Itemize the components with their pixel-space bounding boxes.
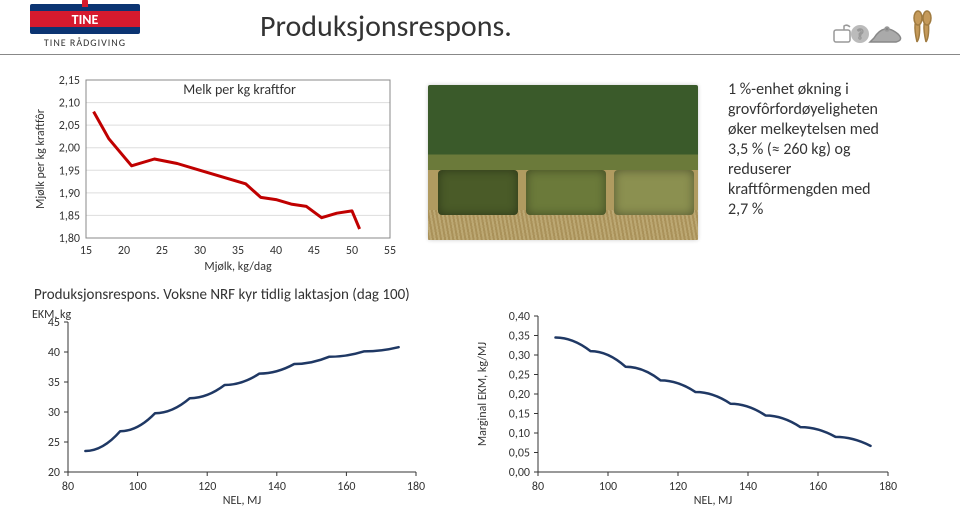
hay-bales-image — [428, 85, 698, 240]
svg-text:45: 45 — [48, 316, 60, 330]
svg-text:55: 55 — [384, 244, 396, 258]
svg-text:80: 80 — [62, 480, 74, 494]
info-line: grovfôrfordøyeligheten — [728, 100, 938, 120]
svg-text:0,10: 0,10 — [509, 427, 530, 441]
svg-text:0,05: 0,05 — [509, 447, 530, 461]
svg-text:140: 140 — [739, 480, 757, 494]
info-line: reduserer — [728, 160, 938, 180]
info-line: øker melkeytelsen med — [728, 120, 938, 140]
svg-text:0,30: 0,30 — [509, 349, 530, 363]
info-callout: 1 %-enhet økning i grovfôrfordøyelighete… — [728, 80, 938, 220]
svg-text:Marginal EKM, kg/MJ: Marginal EKM, kg/MJ — [476, 342, 490, 446]
svg-text:25: 25 — [156, 244, 168, 258]
svg-text:2,05: 2,05 — [59, 119, 80, 133]
svg-text:30: 30 — [48, 406, 60, 420]
svg-text:1,85: 1,85 — [59, 209, 80, 223]
chart-milk-per-kg-kraftfor: 1,80 1,85 1,90 1,95 2,00 2,05 2,10 2,15 15 20 25 30… — [28, 72, 398, 272]
info-line: 1 %-enhet økning i — [728, 80, 938, 100]
logo-subtext: TINE RÅDGIVING — [30, 34, 140, 49]
svg-text:0,40: 0,40 — [509, 310, 530, 324]
svg-text:NEL, MJ: NEL, MJ — [223, 494, 262, 506]
svg-text:25: 25 — [48, 436, 60, 450]
svg-text:Melk per kg kraftfor: Melk per kg kraftfor — [183, 81, 296, 98]
svg-text:45: 45 — [308, 244, 320, 258]
svg-text:140: 140 — [268, 480, 286, 494]
svg-text:1,90: 1,90 — [59, 187, 80, 201]
svg-text:35: 35 — [232, 244, 244, 258]
svg-text:2,15: 2,15 — [59, 74, 80, 88]
svg-text:0,00: 0,00 — [509, 466, 530, 480]
svg-text:40: 40 — [48, 346, 60, 360]
logo: TINE TINE RÅDGIVING — [30, 4, 140, 54]
svg-text:15: 15 — [80, 244, 92, 258]
svg-text:NEL, MJ: NEL, MJ — [694, 494, 733, 506]
svg-text:1,95: 1,95 — [59, 164, 80, 178]
svg-text:20: 20 — [48, 466, 60, 480]
svg-text:0,20: 0,20 — [509, 388, 530, 402]
svg-text:0,25: 0,25 — [509, 369, 530, 383]
charts-subtitle: Produksjonsrespons. Voksne NRF kyr tidli… — [34, 286, 410, 304]
svg-text:Mjølk, kg/dag: Mjølk, kg/dag — [204, 260, 272, 272]
svg-text:50: 50 — [346, 244, 358, 258]
svg-text:35: 35 — [48, 376, 60, 390]
svg-text:2,00: 2,00 — [59, 142, 80, 156]
svg-text:0,15: 0,15 — [509, 408, 530, 422]
svg-text:1,80: 1,80 — [59, 232, 80, 246]
svg-text:80: 80 — [532, 480, 544, 494]
svg-text:30: 30 — [194, 244, 206, 258]
svg-text:120: 120 — [198, 480, 216, 494]
logo-text: TINE — [30, 4, 140, 34]
info-line: kraftfôrmengden med — [728, 180, 938, 200]
svg-text:100: 100 — [128, 480, 146, 494]
svg-text:120: 120 — [669, 480, 687, 494]
svg-text:?: ? — [857, 26, 864, 43]
svg-text:100: 100 — [599, 480, 617, 494]
info-line: 2,7 % — [728, 200, 938, 220]
svg-text:40: 40 — [270, 244, 282, 258]
svg-text:160: 160 — [809, 480, 827, 494]
chart-ekm-vs-nel: EKM, kg20253035404580100120140160180NEL,… — [26, 306, 426, 506]
svg-text:Mjølk per kg kraftfôr: Mjølk per kg kraftfôr — [34, 109, 48, 209]
info-line: 3,5 % (≈ 260 kg) og — [728, 140, 938, 160]
svg-text:180: 180 — [407, 480, 425, 494]
svg-text:2,10: 2,10 — [59, 97, 80, 111]
svg-text:160: 160 — [337, 480, 355, 494]
page-header: TINE TINE RÅDGIVING Produksjonsrespons. … — [0, 0, 960, 58]
svg-text:20: 20 — [118, 244, 130, 258]
svg-text:180: 180 — [879, 480, 897, 494]
page-title: Produksjonsrespons. — [260, 8, 512, 45]
header-icons: ? — [832, 8, 942, 46]
svg-text:0,35: 0,35 — [509, 330, 530, 344]
chart-marginal-ekm: 0,00 0,05 0,10 0,15 0,20 0,25 0,30 0,35 0,40 80 10… — [468, 306, 898, 506]
